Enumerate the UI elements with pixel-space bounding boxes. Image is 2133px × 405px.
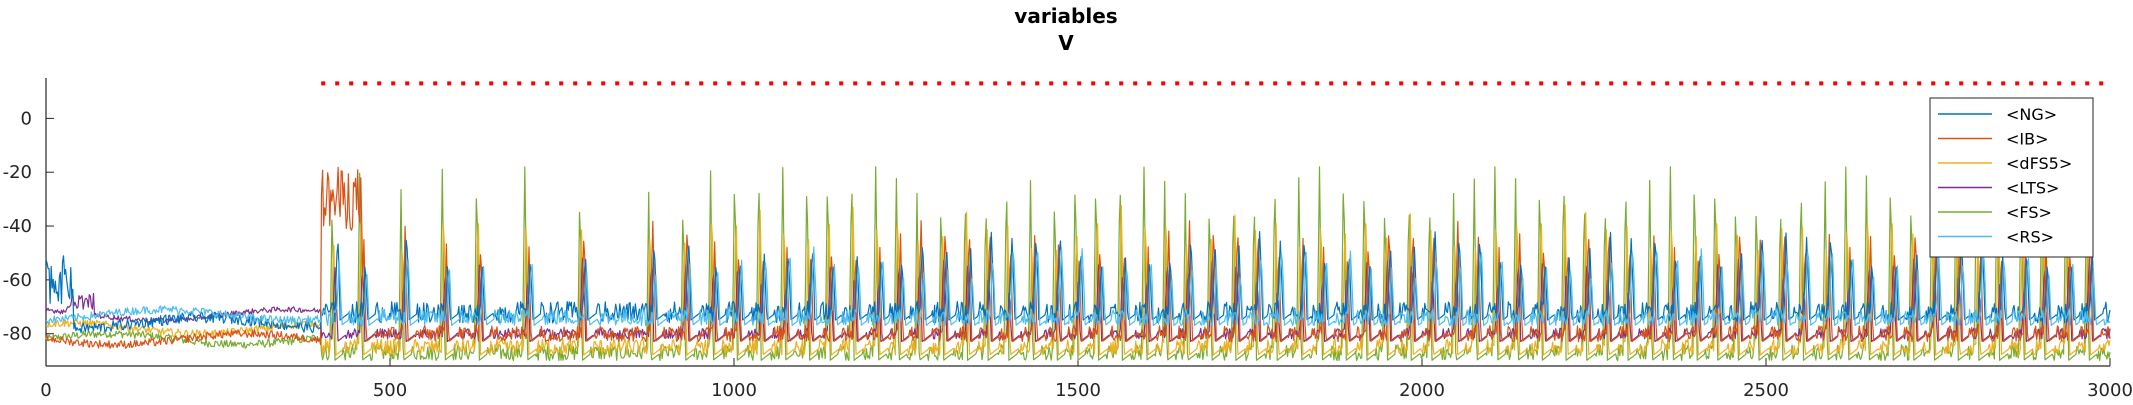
legend: <NG> <IB> <dFS5> <LTS> <FS> <RS> [1929,97,2094,258]
legend-label-rs: <RS> [2006,228,2054,247]
x-tick-label: 1500 [1055,380,1101,400]
legend-label-ib: <IB> [2006,130,2049,149]
legend-label-lts: <LTS> [2006,179,2059,198]
legend-box [1929,97,2094,258]
legend-label-ng: <NG> [2006,105,2057,124]
x-tick-label: 0 [40,380,51,400]
x-tick-label: 2500 [1743,380,1789,400]
y-tick-label: -20 [3,162,32,183]
y-tick-label: 0 [21,108,32,129]
x-tick-label: 2000 [1399,380,1445,400]
y-tick-label: -80 [3,324,32,345]
legend-label-dfs5: <dFS5> [2006,154,2072,173]
series-line-fs [45,166,2111,362]
plot-area: 0 500 1000 1500 2000 2500 3000 0 -20 -40 -60 -80 [3,78,2133,401]
series-line-rs [45,246,2111,327]
chart-subtitle: V [1058,31,1074,55]
x-tick-label: 3000 [2087,380,2133,400]
legend-label-fs: <FS> [2006,203,2052,222]
x-tick-label: 1000 [711,380,757,400]
y-tick-label: -40 [3,216,32,237]
y-tick-label: -60 [3,270,32,291]
chart-title: variables [1014,4,1117,28]
x-tick-label: 500 [373,380,407,400]
